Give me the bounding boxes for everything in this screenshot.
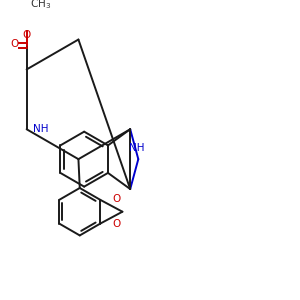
Text: O: O — [22, 30, 31, 40]
Text: O: O — [112, 219, 120, 229]
Text: NH: NH — [33, 124, 48, 134]
Text: O: O — [11, 39, 19, 50]
Text: NH: NH — [129, 143, 145, 153]
Text: CH$_3$: CH$_3$ — [30, 0, 51, 11]
Text: O: O — [112, 194, 120, 204]
